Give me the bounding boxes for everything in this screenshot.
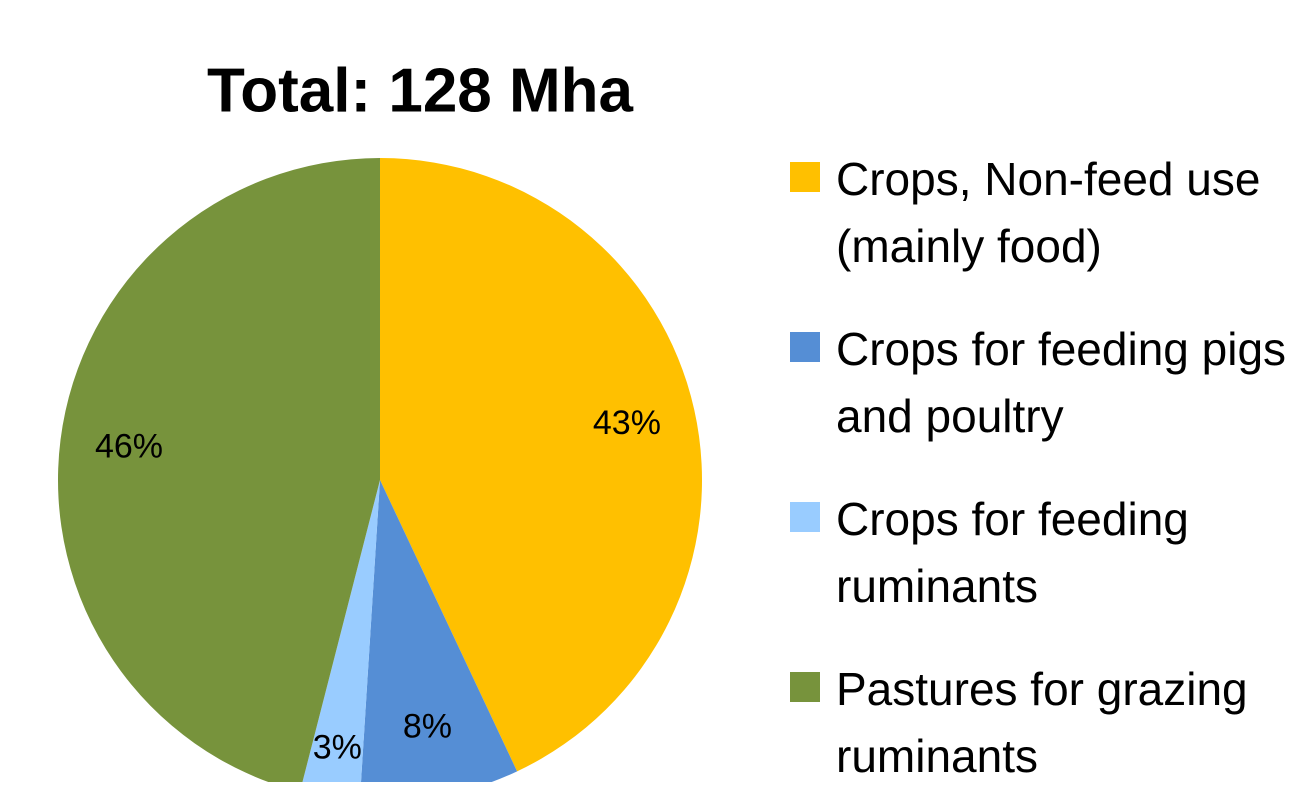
legend-label: Crops for feeding ruminants [836,493,1189,612]
data-label: 43% [593,404,661,442]
legend-item: Crops for feeding ruminants [790,486,1315,620]
data-label: 46% [95,427,163,465]
pie-slice [380,158,703,772]
pie-slice [360,480,518,782]
data-label: 8% [403,708,452,746]
legend-label: Pastures for grazing ruminants [836,663,1248,782]
legend-swatch [790,502,820,532]
legend-swatch [790,332,820,362]
legend-swatch [790,672,820,702]
legend-swatch [790,162,820,192]
legend-item: Crops for feeding pigs and poultry [790,316,1315,450]
legend-item: Pastures for grazing ruminants [790,656,1315,790]
pie-slice [58,158,380,782]
legend-item: Crops, Non-feed use (mainly food) [790,146,1315,280]
legend-label: Crops, Non-feed use (mainly food) [836,153,1261,272]
data-label: 3% [313,729,362,767]
chart-title: Total: 128 Mha [207,56,634,125]
legend-label: Crops for feeding pigs and poultry [836,323,1287,442]
pie-slice [302,480,380,782]
